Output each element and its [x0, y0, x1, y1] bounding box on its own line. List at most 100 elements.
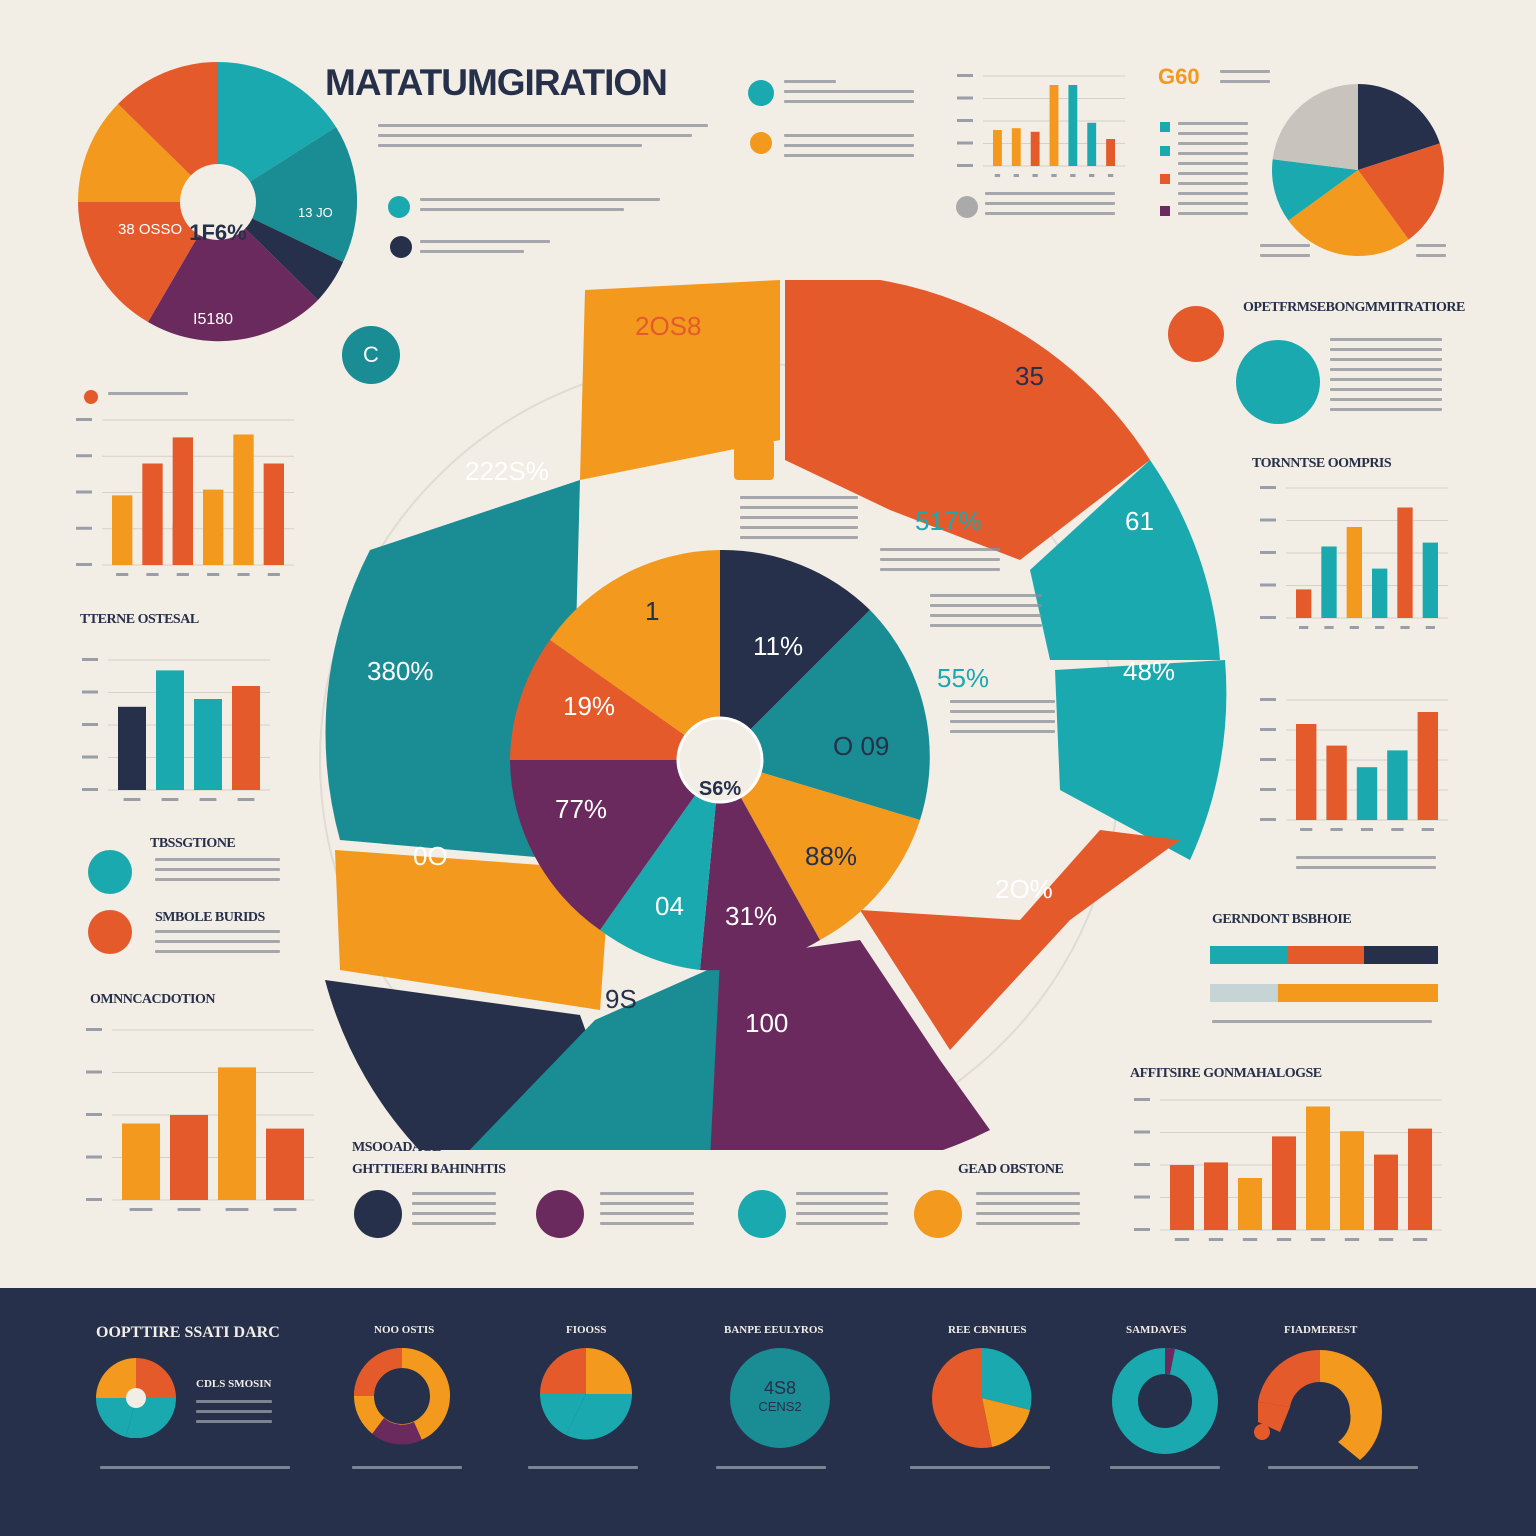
footer-card-label: FIOOSS	[566, 1324, 607, 1336]
x-tick	[1400, 626, 1410, 629]
tick-label	[86, 1198, 102, 1201]
stat-icon	[1236, 340, 1320, 424]
x-tick	[1070, 174, 1076, 177]
doc-icon	[354, 1190, 402, 1238]
text-block	[1296, 856, 1436, 876]
tick-label	[1260, 486, 1276, 489]
wheel-outer-label: 100	[745, 1008, 788, 1038]
section-heading: TORNNTSE OOMPRIS	[1252, 456, 1392, 471]
text-block	[796, 1192, 888, 1232]
x-tick	[1344, 1238, 1360, 1241]
dot-icon	[84, 390, 98, 404]
bar	[122, 1123, 160, 1200]
x-tick	[1360, 828, 1374, 831]
bar	[1372, 568, 1388, 618]
bar	[1346, 527, 1362, 618]
pie-slice	[1358, 143, 1444, 240]
pie-label-b: 13 JO	[298, 205, 333, 220]
text-block	[352, 1466, 462, 1476]
tick-label	[82, 755, 98, 759]
x-tick	[1051, 174, 1057, 177]
intro-text	[378, 124, 708, 154]
tick-label	[1134, 1163, 1150, 1166]
bar	[1356, 767, 1378, 820]
footer-card-label: FIADMEREST	[1284, 1324, 1358, 1336]
bar	[1417, 712, 1438, 820]
x-tick	[1174, 1238, 1190, 1241]
wheel-outer-label: 222S%	[465, 456, 549, 486]
tick-label	[82, 723, 98, 726]
tick-label	[1134, 1098, 1150, 1101]
bar	[1272, 1136, 1296, 1230]
bar	[1397, 507, 1413, 618]
x-tick	[199, 798, 217, 801]
legend-swatch	[1160, 206, 1170, 216]
bar	[1296, 589, 1312, 618]
tick-label	[957, 141, 973, 145]
pie-center-label: 1F6%	[189, 220, 246, 245]
tick-label	[76, 563, 92, 566]
text-block	[100, 1466, 290, 1476]
pie-slice	[1358, 84, 1440, 170]
bar	[1068, 85, 1078, 166]
phone-icon	[734, 440, 774, 480]
wheel-outer-label: 55%	[937, 663, 989, 693]
info-icon	[390, 236, 412, 258]
footer-heading: OOPTTIRE SSATI DARC	[96, 1324, 280, 1341]
wheel-inner-label: 19%	[563, 691, 615, 721]
footer-stat-sub: CENS2	[758, 1399, 802, 1414]
wheel-outer-label: 2O%	[995, 874, 1053, 904]
section-heading: MSOOADAGE	[352, 1140, 441, 1155]
x-tick	[1208, 1238, 1224, 1241]
center-circle-icon: C	[342, 326, 400, 384]
section-heading: TBSSGTIONE	[150, 836, 236, 851]
bar	[1374, 1154, 1398, 1230]
x-tick	[207, 573, 220, 576]
text-block	[412, 1192, 496, 1232]
footer-panel: OOPTTIRE SSATI DARC CDLS SMOSIN NOO OSTI…	[0, 1288, 1536, 1536]
tick-label	[1260, 616, 1276, 619]
tick-label	[86, 1028, 102, 1031]
bar	[1049, 85, 1059, 166]
wheel-inner-label: 31%	[725, 901, 777, 931]
tick-label	[1260, 583, 1276, 587]
text-block	[600, 1192, 694, 1232]
wheel-inner-label: 11%	[753, 631, 803, 661]
tick-label	[957, 74, 973, 77]
bar	[1340, 1131, 1364, 1230]
page-title: MATATUMGIRATION	[325, 62, 668, 103]
tick-label	[76, 526, 92, 530]
footer-card-label: BANPE EEULYROS	[724, 1324, 824, 1336]
globe-icon	[748, 80, 774, 106]
text-block	[1330, 338, 1442, 418]
text-block	[950, 700, 1055, 740]
section-heading: GHTTIEERI BAHINHTIS	[352, 1162, 506, 1177]
wheel-outer-label: 48%	[1123, 656, 1175, 686]
pie-slice	[1272, 159, 1358, 221]
tick-label	[957, 96, 973, 100]
pie-slice	[1358, 170, 1409, 256]
footer-stat-value: 4S8	[763, 1378, 797, 1398]
footer-donut-1	[354, 1348, 450, 1445]
text-block	[1416, 244, 1446, 264]
tick-label	[1260, 788, 1276, 791]
x-tick	[1089, 174, 1095, 177]
tick-label	[86, 1070, 102, 1074]
text-block	[1212, 1020, 1432, 1030]
section-heading: GEAD OBSTONE	[958, 1162, 1064, 1177]
bar	[203, 489, 224, 565]
text-block	[1260, 244, 1310, 264]
bar	[1306, 1106, 1330, 1230]
stacked-bars-right	[1210, 946, 1438, 1002]
x-tick	[176, 573, 189, 576]
x-tick	[1324, 626, 1334, 629]
footer-stat-circle: 4S8 CENS2	[730, 1348, 830, 1448]
bar	[1238, 1178, 1262, 1230]
bar	[1011, 128, 1021, 166]
tick-label	[76, 454, 92, 458]
text-block	[880, 548, 1000, 578]
footer-gauge	[1254, 1349, 1383, 1460]
x-tick	[1276, 1238, 1292, 1241]
legend-text	[1178, 122, 1248, 222]
segmented-wheel	[319, 280, 1227, 1150]
